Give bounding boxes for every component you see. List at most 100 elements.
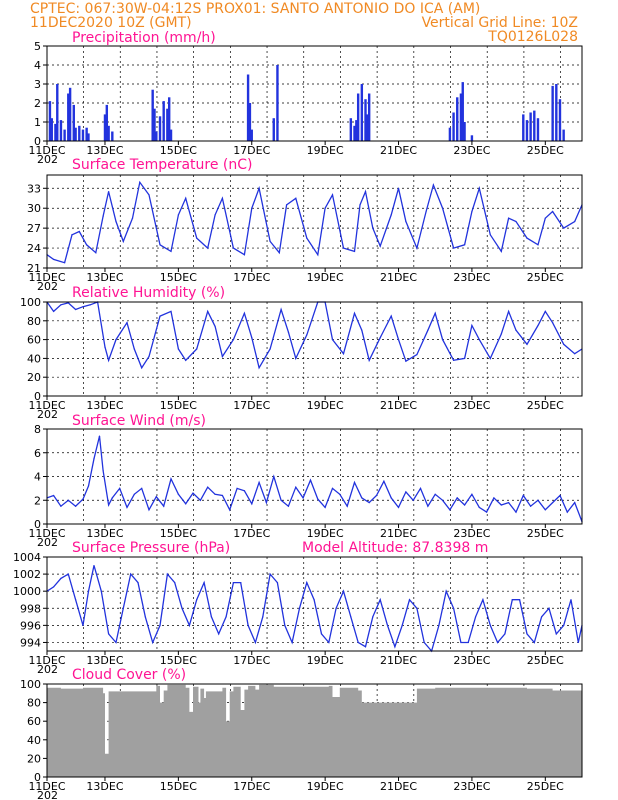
precipitation-ytick-label: 4 [34,59,41,72]
temperature-point [269,240,271,243]
wind-title: Surface Wind (m/s) [72,413,206,429]
pressure-ytick-label: 994 [20,636,41,649]
cloud-cover-area [47,684,582,777]
temperature-point [390,214,392,216]
precip-bar [349,118,353,141]
humidity-point [515,329,517,331]
cloud-xtick-label: 11DEC [28,780,65,793]
pressure-point [364,646,367,648]
precip-bar [63,129,66,141]
cloud-year-label: 202 [37,789,58,800]
temperature-point [379,245,381,247]
temperature-point [286,204,288,206]
wind-xtick-label: 19DEC [307,527,344,540]
pressure-ytick-label: 1002 [13,568,41,581]
temperature-point [207,247,209,249]
temperature-ytick-label: 21 [27,262,41,275]
wind-point [493,497,495,499]
pressure-point [137,582,139,584]
panels: 0 1 2 3 4 5 11DEC 13DEC 15DEC 17DEC 19DEC 21DEC 23DE… [13,40,583,800]
humidity-ytick-label: 60 [27,334,41,347]
header-line1: CPTEC: 067:30W-04:12S PROX01: SANTO ANTO… [30,1,480,17]
precipitation-frame [46,45,583,142]
humidity-point [251,337,253,339]
humidity-point [306,334,308,336]
humidity-point [397,339,400,341]
wind-point [221,494,223,497]
cloud-xtick-label: 19DEC [307,780,344,793]
humidity-point [133,348,135,350]
precipitation-panel: 0 1 2 3 4 5 11DEC 13DEC 15DEC 17DEC 19DEC 21DEC 23DE… [28,40,583,166]
pressure-point [262,616,264,618]
header-grid-note: Vertical Grid Line: 10Z [422,15,578,31]
pressure-xtick-label: 17DEC [233,654,270,667]
precip-bar [353,125,356,141]
pressure-xtick-label: 23DEC [453,654,490,667]
temperature-point [102,215,104,217]
pressure-point [386,624,389,626]
temperature-point [221,197,223,199]
temperature-point [170,250,172,252]
precip-bar [107,125,110,141]
humidity-point [89,304,91,306]
wind-point [192,492,194,494]
wind-xtick-label: 17DEC [233,527,270,540]
cloud-ytick-label: 0 [34,771,41,784]
temperature-point [148,194,150,196]
humidity-point [75,308,77,311]
wind-point [102,469,104,472]
precipitation-ytick-label: 3 [34,78,41,91]
temperature-point [425,210,427,213]
pressure-point [93,564,95,567]
wind-series-line [46,435,583,522]
wind-point [361,497,363,499]
wind-point [265,502,268,504]
pressure-point [232,582,235,584]
wind-point [566,511,568,513]
precip-bar [166,108,169,141]
temperature-point [405,220,407,223]
wind-point [163,505,165,507]
pressure-point [115,641,117,644]
humidity-point [552,322,554,324]
pressure-xtick-label: 25DEC [527,654,564,667]
pressure-xtick-label: 21DEC [380,654,417,667]
wind-xtick-label: 25DEC [527,527,564,540]
temperature-point [232,247,235,249]
pressure-point [577,641,579,644]
wind-point [93,458,95,460]
precip-bar [67,93,70,141]
temperature-point [258,187,260,189]
wind-point [353,481,356,484]
precipitation-ytick-label: 2 [34,97,41,110]
wind-point [111,497,113,499]
wind-point [559,494,561,497]
wind-point [530,505,532,507]
precip-bar [562,129,565,141]
precip-bar [78,125,81,141]
temperature-point [185,197,187,199]
pressure-point [357,641,359,644]
pressure-point [174,582,176,584]
humidity-point [280,308,282,311]
temperature-point [295,197,297,199]
precipitation-xtick-label: 25DEC [527,144,564,157]
humidity-point [196,348,198,350]
temperature-ytick-label: 33 [27,182,41,195]
wind-point [390,497,392,499]
wind-point [53,494,55,497]
wind-xtick-label: 13DEC [86,527,123,540]
pressure-point [548,607,550,609]
pressure-point [335,607,337,609]
wind-ytick-label: 4 [34,471,41,484]
wind-point [75,505,77,507]
precip-bar [276,65,279,141]
humidity-point [115,339,117,341]
precip-bar [87,133,90,141]
temperature-xtick-label: 21DEC [380,271,417,284]
precip-bar [355,120,358,141]
cloud-xtick-label: 15DEC [160,780,197,793]
temperature-point [122,240,124,243]
pressure-ytick-label: 998 [20,602,41,615]
